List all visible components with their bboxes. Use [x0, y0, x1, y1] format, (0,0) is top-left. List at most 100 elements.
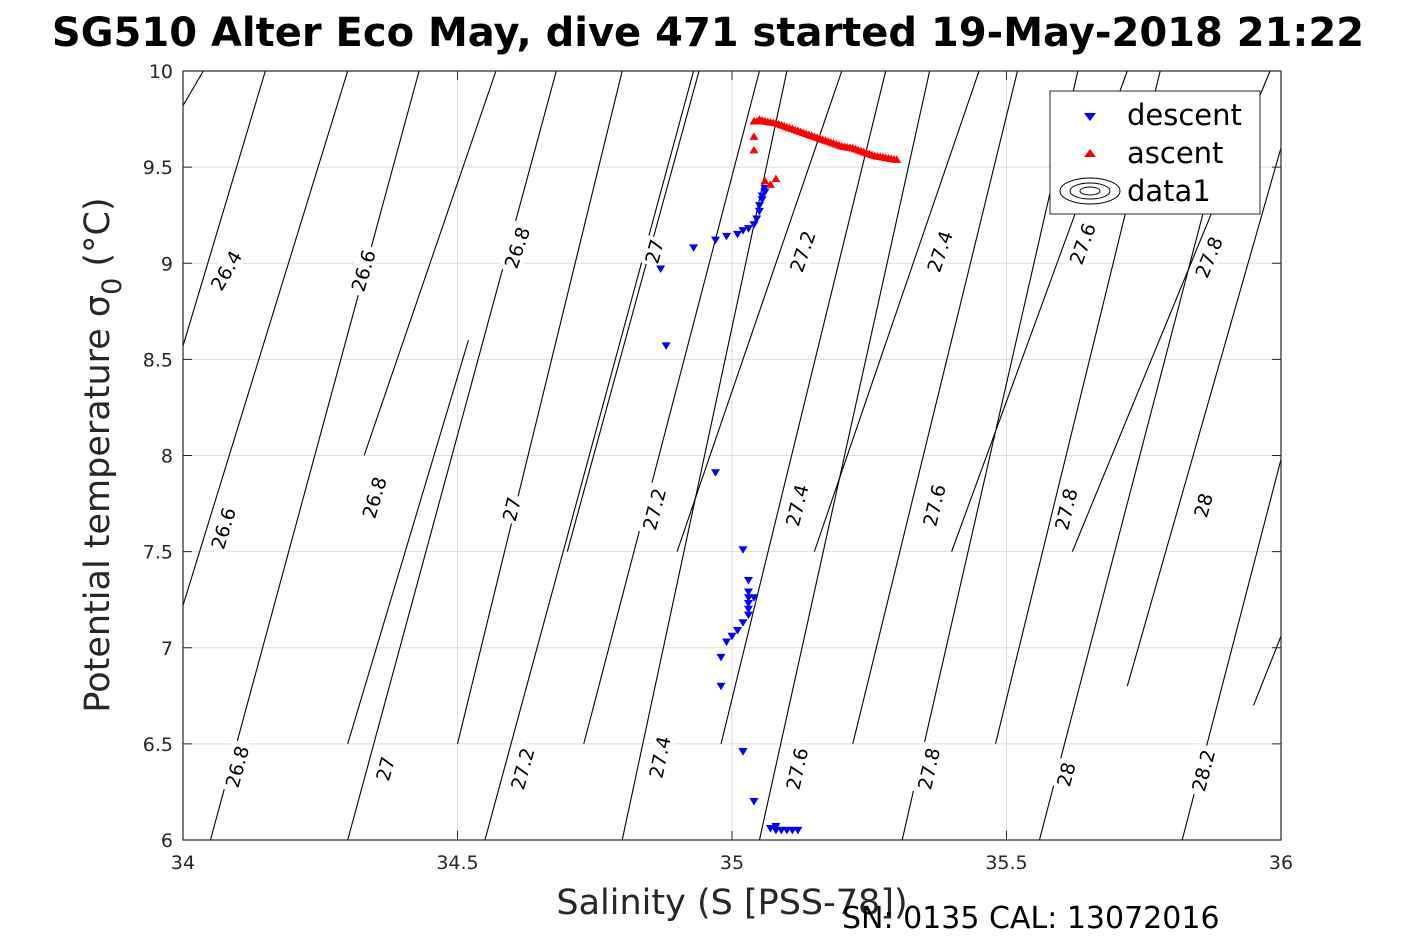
contour-label-background: [780, 741, 814, 796]
density-contour-line: [1038, 166, 1216, 840]
contour-label-background: [912, 741, 945, 796]
y-axis-ticks: 6 6.5 7 7.5 8 8.5 9 9.5 10: [143, 61, 1281, 852]
descent-point: [765, 824, 775, 833]
density-contour-line: [720, 71, 887, 745]
descent-point: [656, 265, 666, 274]
descent-point: [749, 594, 759, 602]
contour-label-background: [1189, 229, 1229, 285]
contour-label-background: [1049, 482, 1083, 536]
density-contour-line: [566, 71, 700, 552]
density-contour-line: [363, 71, 497, 456]
descent-point: [732, 626, 742, 635]
descent-point: [743, 576, 753, 585]
contour-label-background: [345, 243, 381, 298]
legend-ascent-marker: [1084, 149, 1096, 157]
contour-label-background: [497, 492, 526, 526]
contour-label-background: [780, 478, 814, 533]
contour-label-background: [356, 470, 392, 525]
x-tick-label: 35.5: [985, 852, 1027, 874]
descent-point: [722, 638, 732, 646]
density-contour-line: [813, 71, 980, 552]
density-contour-line: [758, 71, 931, 840]
descent-point: [738, 619, 748, 627]
legend-data1-contour-icon: [1059, 177, 1121, 205]
density-contour-line: [183, 71, 204, 106]
density-contour-line: [209, 71, 420, 840]
descent-point: [752, 215, 762, 224]
y-tick-label: 8: [161, 446, 173, 468]
descent-point: [722, 232, 732, 241]
descent-point: [716, 682, 726, 691]
descent-point: [738, 748, 748, 756]
x-tick-label: 34: [171, 852, 195, 874]
ascent-point: [749, 145, 759, 154]
density-contour-line: [484, 71, 695, 840]
y-tick-label: 7: [161, 638, 173, 660]
contour-label-background: [639, 235, 669, 268]
density-contour-line: [852, 71, 1019, 745]
contour-label-group: 27.4: [643, 730, 676, 784]
descent-point: [716, 653, 726, 662]
y-axis-label-subscript: 0: [97, 278, 128, 295]
ascent-point: [867, 150, 877, 159]
ascent-point: [765, 180, 775, 188]
descent-point: [711, 236, 721, 245]
x-tick-label: 35: [720, 852, 744, 874]
descent-series: [656, 184, 803, 835]
ascent-point: [856, 146, 866, 155]
ascent-point: [834, 141, 844, 149]
descent-point: [689, 244, 699, 252]
density-contour-line: [347, 339, 470, 745]
y-axis-label-unit: (°C): [78, 197, 118, 277]
contour-label-group: 26.6: [205, 501, 242, 556]
y-tick-label: 6.5: [143, 734, 173, 756]
descent-point: [743, 600, 753, 608]
ascent-point: [845, 143, 855, 151]
ascent-point: [889, 154, 899, 163]
descent-point: [754, 207, 764, 216]
descent-point: [757, 196, 767, 204]
x-tick-label: 36: [1269, 852, 1293, 874]
y-tick-label: 6: [161, 830, 173, 852]
serial-calibration-note: SN: 0135 CAL: 13072016: [842, 901, 1220, 936]
descent-point: [661, 342, 671, 350]
legend-descent-marker: [1084, 113, 1096, 121]
descent-point: [771, 823, 781, 831]
ascent-point: [823, 137, 833, 145]
contour-label-group: 27: [370, 752, 400, 785]
legend: descent ascent data1: [1049, 90, 1261, 215]
x-axis-label: Salinity (S [PSS-78]): [556, 883, 907, 923]
descent-point: [727, 632, 737, 641]
density-contour-line: [183, 71, 349, 606]
y-tick-label: 7.5: [143, 542, 173, 564]
contour-label-background: [203, 243, 249, 298]
descent-point: [732, 230, 742, 239]
ascent-point: [771, 174, 781, 183]
descent-point: [749, 798, 759, 806]
ascent-point: [768, 118, 778, 126]
descent-point: [711, 469, 721, 477]
contour-label-background: [1188, 488, 1218, 522]
y-tick-label: 9: [161, 253, 173, 275]
contour-label-background: [370, 752, 400, 785]
descent-point: [743, 611, 753, 620]
ascent-point: [760, 176, 770, 185]
descent-point: [738, 546, 748, 554]
density-contour-line: [676, 71, 843, 552]
contour-label-background: [637, 482, 672, 537]
legend-box: [1049, 90, 1261, 215]
contour-label-background: [643, 730, 676, 784]
descent-point: [743, 588, 753, 596]
descent-point: [743, 605, 753, 614]
y-tick-label: 8.5: [143, 349, 173, 371]
y-tick-label: 9.5: [143, 157, 173, 179]
contour-label-background: [921, 224, 959, 279]
contour-label-background: [219, 739, 255, 794]
x-tick-label: 34.5: [436, 852, 478, 874]
descent-point: [760, 188, 770, 197]
contour-label-background: [1186, 743, 1221, 798]
y-tick-label: 10: [149, 61, 173, 83]
descent-point: [793, 826, 803, 835]
y-axis-label-main: Potential temperature σ: [78, 295, 118, 713]
